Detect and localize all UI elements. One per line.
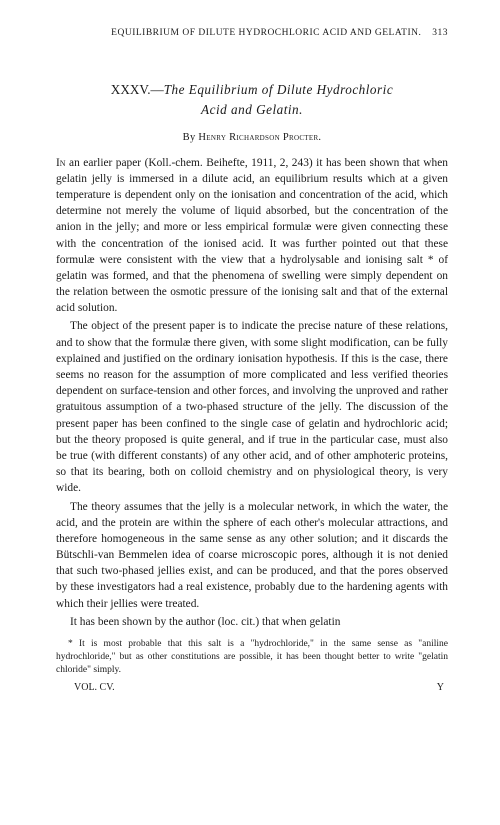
running-title: EQUILIBRIUM OF DILUTE HYDROCHLORIC ACID … <box>111 28 421 38</box>
paragraph-1: In an earlier paper (Koll.-chem. Beiheft… <box>56 155 448 317</box>
page-container: EQUILIBRIUM OF DILUTE HYDROCHLORIC ACID … <box>0 0 500 713</box>
paragraph-2: The object of the present paper is to in… <box>56 318 448 496</box>
paragraph-4: It has been shown by the author (loc. ci… <box>56 614 448 630</box>
running-header: EQUILIBRIUM OF DILUTE HYDROCHLORIC ACID … <box>56 28 448 38</box>
title-line1: The Equilibrium of Dilute Hydrochloric <box>164 82 394 97</box>
title-line2: Acid and Gelatin. <box>201 102 303 117</box>
paragraph-3: The theory assumes that the jelly is a m… <box>56 499 448 612</box>
p1-body: an earlier paper (Koll.-chem. Beihefte, … <box>56 157 448 315</box>
volume-line: VOL. CV. Y <box>56 682 448 693</box>
p1-lead: In <box>56 157 66 169</box>
article-title: XXXV.—The Equilibrium of Dilute Hydrochl… <box>56 80 448 120</box>
byline: By Henry Richardson Procter. <box>56 132 448 143</box>
title-roman: XXXV.— <box>111 82 164 97</box>
footnote: * It is most probable that this salt is … <box>56 638 448 676</box>
signature-mark: Y <box>437 682 444 693</box>
byline-prefix: By <box>183 132 199 143</box>
author-name: Henry Richardson Procter. <box>198 132 321 143</box>
page-number: 313 <box>432 28 448 38</box>
volume-label: VOL. CV. <box>74 682 115 693</box>
